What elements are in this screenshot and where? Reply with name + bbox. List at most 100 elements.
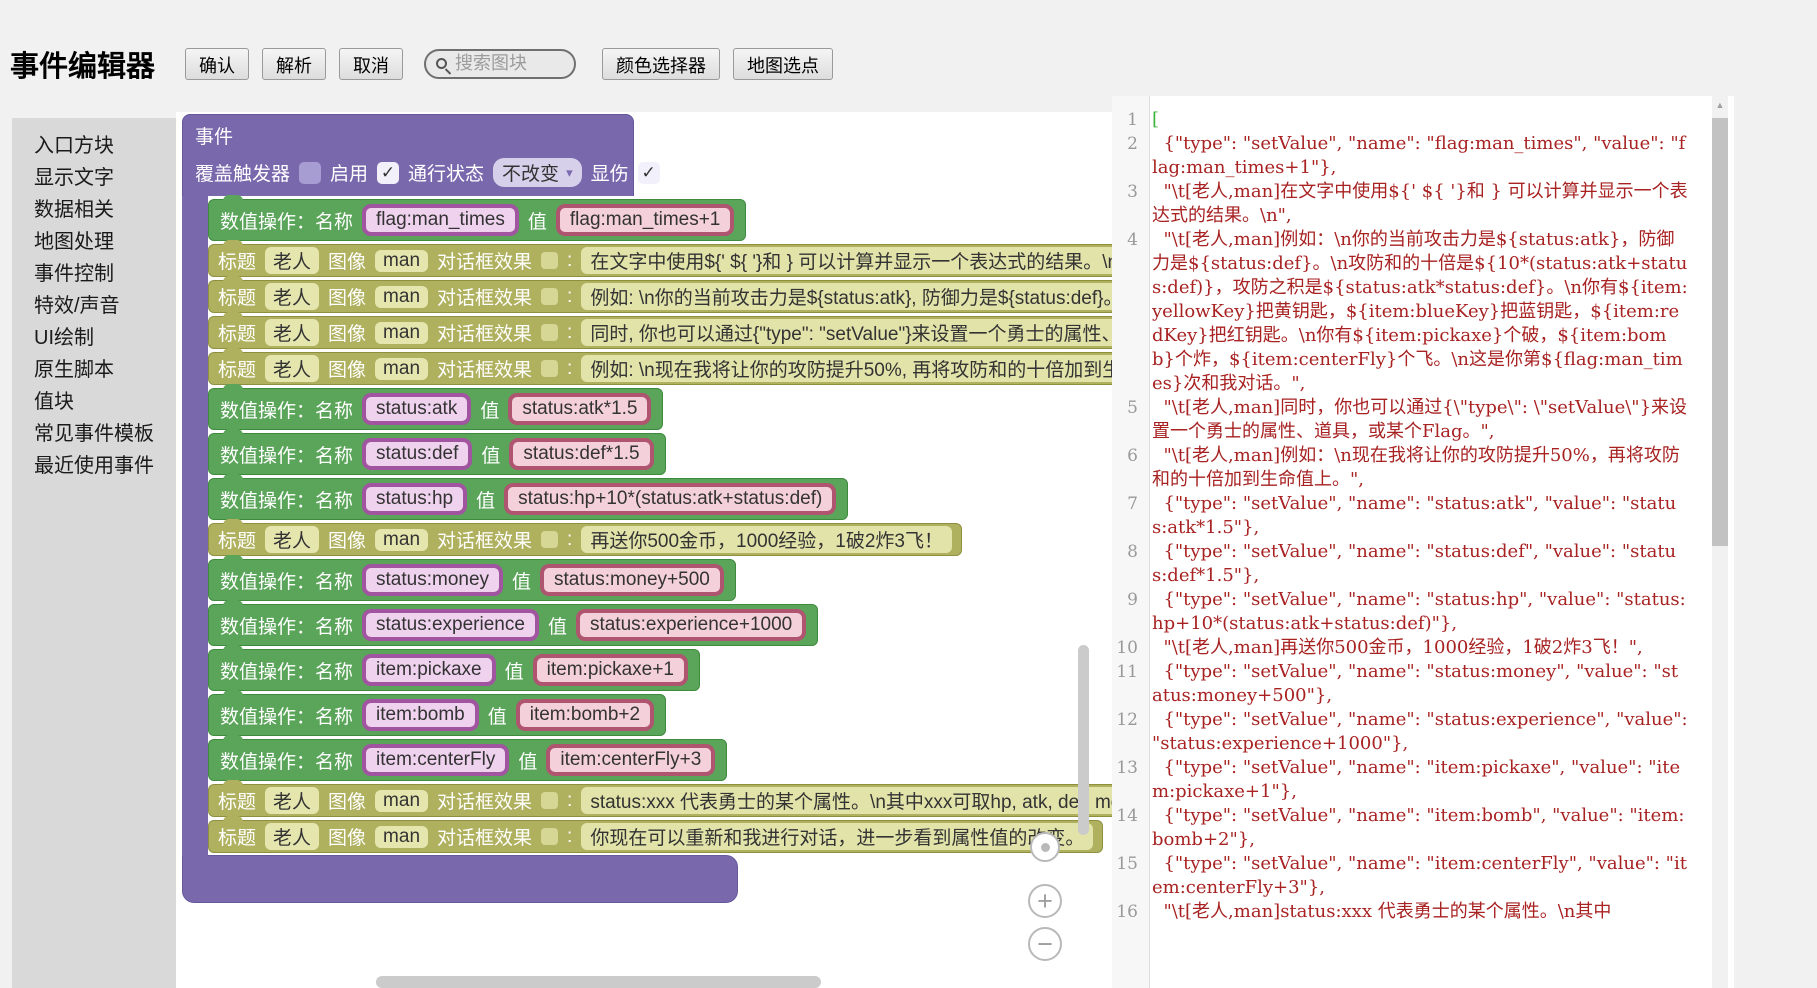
code-line[interactable]: 8 {"type": "setValue", "name": "status:d… xyxy=(1112,540,1712,588)
sidebar-item[interactable]: 特效/声音 xyxy=(34,295,120,317)
dialog-text-field[interactable]: 再送你500金币，1000经验，1破2炸3飞！ xyxy=(581,526,952,553)
block-canvas[interactable]: 事件 覆盖触发器 启用 ✓ 通行状态 不改变 ▾ 显伤 ✓ 数值操作：名称 fla… xyxy=(176,112,1112,988)
value-pill[interactable]: item:bomb+2 xyxy=(515,699,655,731)
zoom-out-button[interactable]: − xyxy=(1028,927,1062,961)
search-box[interactable] xyxy=(424,48,577,79)
dialog-text-field[interactable]: 你现在可以重新和我进行对话，进一步看到属性值的改变。 xyxy=(581,823,1094,850)
dialog-text-field[interactable]: 例如: \n现在我将让你的攻防提升50%, 再将攻防和的十倍加到生命值上。 xyxy=(581,355,1112,382)
parse-button[interactable]: 解析 xyxy=(262,47,327,80)
canvas-vertical-scrollbar[interactable] xyxy=(1078,645,1089,835)
image-pill[interactable]: man xyxy=(375,528,429,551)
trigger-checkbox[interactable] xyxy=(299,161,322,184)
name-pill[interactable]: status:atk xyxy=(362,393,472,425)
dialog-text-block[interactable]: 标题 老人 图像 man 对话框效果: status:xxx 代表勇士的某个属性。\n其中… xyxy=(208,780,1112,817)
speaker-pill[interactable]: 老人 xyxy=(265,787,320,814)
canvas-horizontal-scrollbar[interactable] xyxy=(376,976,821,988)
code-scrollbar-thumb[interactable] xyxy=(1712,118,1728,546)
code-line[interactable]: 1[ xyxy=(1112,108,1712,132)
name-pill[interactable]: status:def xyxy=(362,438,473,470)
code-line[interactable]: 9 {"type": "setValue", "name": "status:h… xyxy=(1112,588,1712,636)
name-pill[interactable]: status:experience xyxy=(362,609,539,641)
dialog-effect-checkbox[interactable] xyxy=(541,324,559,341)
dialog-text-block[interactable]: 标题 老人 图像 man 对话框效果: 在文字中使用${' ${ '}和 } 可以计算并显… xyxy=(208,240,1112,277)
event-block-header[interactable]: 事件 覆盖触发器 启用 ✓ 通行状态 不改变 ▾ 显伤 ✓ xyxy=(182,114,660,196)
speaker-pill[interactable]: 老人 xyxy=(265,319,320,346)
confirm-button[interactable]: 确认 xyxy=(185,47,250,80)
code-line[interactable]: 13 {"type": "setValue", "name": "item:pi… xyxy=(1112,756,1712,804)
image-pill[interactable]: man xyxy=(375,285,429,308)
speaker-pill[interactable]: 老人 xyxy=(265,823,320,850)
setvalue-block[interactable]: 数值操作：名称 status:def 值 status:def*1.5 xyxy=(208,429,666,475)
speaker-pill[interactable]: 老人 xyxy=(265,526,320,553)
name-pill[interactable]: status:money xyxy=(362,564,504,596)
code-line[interactable]: 4 "\t[老人,man]例如：\n你的当前攻击力是${status:atk}，… xyxy=(1112,228,1712,396)
sidebar-item[interactable]: 常见事件模板 xyxy=(34,423,154,445)
dialog-text-field[interactable]: 同时, 你也可以通过{"type": "setValue"}来设置一个勇士的属性… xyxy=(581,319,1112,346)
map-pick-button[interactable]: 地图选点 xyxy=(733,47,834,80)
sidebar-item[interactable]: UI绘制 xyxy=(34,327,94,349)
color-picker-button[interactable]: 颜色选择器 xyxy=(602,47,721,80)
name-pill[interactable]: status:hp xyxy=(362,483,468,515)
damage-checkbox[interactable]: ✓ xyxy=(637,161,660,184)
code-line[interactable]: 15 {"type": "setValue", "name": "item:ce… xyxy=(1112,852,1712,900)
sidebar-item[interactable]: 值块 xyxy=(34,391,74,413)
setvalue-block[interactable]: 数值操作：名称 status:atk 值 status:atk*1.5 xyxy=(208,384,664,430)
search-input[interactable] xyxy=(453,52,565,75)
code-line[interactable]: 16 "\t[老人,man]status:xxx 代表勇士的某个属性。\n其中 xyxy=(1112,900,1712,924)
setvalue-block[interactable]: 数值操作：名称 flag:man_times 值 flag:man_times+1 xyxy=(208,195,747,241)
code-editor[interactable]: 1[2 {"type": "setValue", "name": "flag:m… xyxy=(1112,96,1734,988)
setvalue-block[interactable]: 数值操作：名称 item:bomb 值 item:bomb+2 xyxy=(208,690,667,736)
speaker-pill[interactable]: 老人 xyxy=(265,247,320,274)
image-pill[interactable]: man xyxy=(375,357,429,380)
dialog-effect-checkbox[interactable] xyxy=(541,792,559,809)
code-line[interactable]: 11 {"type": "setValue", "name": "status:… xyxy=(1112,660,1712,708)
value-pill[interactable]: status:def*1.5 xyxy=(509,438,654,470)
sidebar-item[interactable]: 最近使用事件 xyxy=(34,455,154,477)
code-line[interactable]: 10 "\t[老人,man]再送你500金币，1000经验，1破2炸3飞！", xyxy=(1112,636,1712,660)
dialog-text-block[interactable]: 标题 老人 图像 man 对话框效果: 例如: \n你的当前攻击力是${status:at… xyxy=(208,276,1112,313)
setvalue-block[interactable]: 数值操作：名称 item:pickaxe 值 item:pickaxe+1 xyxy=(208,645,700,691)
setvalue-block[interactable]: 数值操作：名称 status:hp 值 status:hp+10*(status:at… xyxy=(208,474,849,520)
dialog-effect-checkbox[interactable] xyxy=(541,360,559,377)
dialog-effect-checkbox[interactable] xyxy=(541,828,559,845)
value-pill[interactable]: item:pickaxe+1 xyxy=(532,654,688,686)
scroll-up-arrow-icon[interactable]: ▲ xyxy=(1712,96,1728,113)
dialog-text-field[interactable]: status:xxx 代表勇士的某个属性。\n其中xxx可取hp, atk, d… xyxy=(581,787,1112,814)
code-line[interactable]: 2 {"type": "setValue", "name": "flag:man… xyxy=(1112,132,1712,180)
speaker-pill[interactable]: 老人 xyxy=(265,355,320,382)
image-pill[interactable]: man xyxy=(375,321,429,344)
value-pill[interactable]: item:centerFly+3 xyxy=(546,744,716,776)
dialog-effect-checkbox[interactable] xyxy=(541,531,559,548)
name-pill[interactable]: item:centerFly xyxy=(362,744,510,776)
speaker-pill[interactable]: 老人 xyxy=(265,283,320,310)
dialog-effect-checkbox[interactable] xyxy=(541,252,559,269)
code-line[interactable]: 3 "\t[老人,man]在文字中使用${' ${ '}和 } 可以计算并显示一… xyxy=(1112,180,1712,228)
value-pill[interactable]: status:money+500 xyxy=(540,564,724,596)
sidebar-item[interactable]: 数据相关 xyxy=(34,199,114,221)
setvalue-block[interactable]: 数值操作：名称 status:money 值 status:money+500 xyxy=(208,555,736,601)
image-pill[interactable]: man xyxy=(375,789,429,812)
value-pill[interactable]: status:experience+1000 xyxy=(575,609,807,641)
recenter-button[interactable] xyxy=(1030,832,1060,862)
value-pill[interactable]: status:hp+10*(status:atk+status:def) xyxy=(504,483,837,515)
zoom-in-button[interactable]: + xyxy=(1028,884,1062,918)
dialog-text-block[interactable]: 标题 老人 图像 man 对话框效果: 例如: \n现在我将让你的攻防提升50%, 再将攻… xyxy=(208,348,1112,385)
dialog-text-block[interactable]: 标题 老人 图像 man 对话框效果: 再送你500金币，1000经验，1破2炸3飞！ xyxy=(208,519,962,556)
image-pill[interactable]: man xyxy=(375,825,429,848)
value-pill[interactable]: flag:man_times+1 xyxy=(555,204,735,236)
name-pill[interactable]: flag:man_times xyxy=(362,204,519,236)
name-pill[interactable]: item:bomb xyxy=(362,699,479,731)
name-pill[interactable]: item:pickaxe xyxy=(362,654,496,686)
sidebar-item[interactable]: 入口方块 xyxy=(34,135,114,157)
dialog-text-field[interactable]: 例如: \n你的当前攻击力是${status:atk}, 防御力是${statu… xyxy=(581,283,1112,310)
dialog-effect-checkbox[interactable] xyxy=(541,288,559,305)
setvalue-block[interactable]: 数值操作：名称 status:experience 值 status:experien… xyxy=(208,600,819,646)
pass-status-dropdown[interactable]: 不改变 ▾ xyxy=(493,158,582,187)
dialog-text-block[interactable]: 标题 老人 图像 man 对话框效果: 同时, 你也可以通过{"type": "setVa… xyxy=(208,312,1112,349)
code-line[interactable]: 7 {"type": "setValue", "name": "status:a… xyxy=(1112,492,1712,540)
sidebar-item[interactable]: 事件控制 xyxy=(34,263,114,285)
enable-checkbox[interactable]: ✓ xyxy=(377,161,400,184)
sidebar-item[interactable]: 显示文字 xyxy=(34,167,114,189)
dialog-text-block[interactable]: 标题 老人 图像 man 对话框效果: 你现在可以重新和我进行对话，进一步看到属性值的改变… xyxy=(208,816,1104,853)
sidebar-item[interactable]: 原生脚本 xyxy=(34,359,114,381)
